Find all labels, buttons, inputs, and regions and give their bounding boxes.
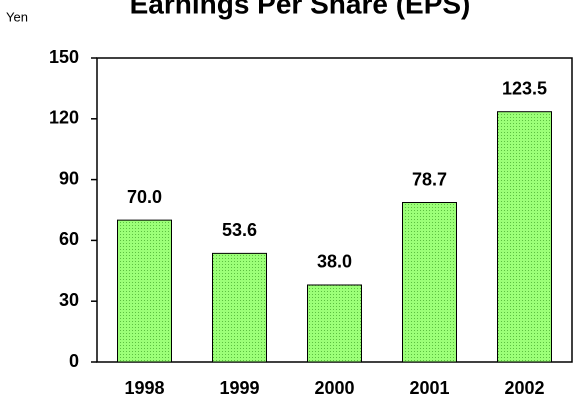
value-label: 53.6 [222,220,257,240]
y-tick-label: 90 [59,168,79,188]
x-tick-label: 2000 [314,378,354,398]
y-axis-label: Yen [6,9,28,24]
y-tick-label: 120 [49,108,79,128]
bar [402,202,457,363]
x-tick-label: 2002 [504,378,544,398]
value-label: 38.0 [317,252,352,272]
y-tick-label: 150 [49,47,79,67]
value-label: 78.7 [412,169,447,189]
x-tick-label: 1999 [219,378,259,398]
value-label: 70.0 [127,187,162,207]
bar [497,111,552,363]
y-tick-label: 0 [69,351,79,371]
value-label: 123.5 [502,78,547,98]
y-tick-label: 30 [59,290,79,310]
x-tick-label: 2001 [409,378,449,398]
bar [117,219,172,363]
bar [212,252,267,363]
bar [307,284,362,363]
chart-title: Earnings Per Share (EPS) [130,0,471,19]
y-tick-label: 60 [59,229,79,249]
x-tick-label: 1998 [124,378,164,398]
